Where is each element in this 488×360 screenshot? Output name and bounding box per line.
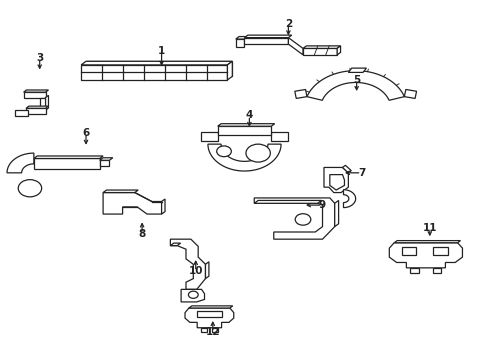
Polygon shape	[161, 199, 164, 214]
Text: 1: 1	[158, 46, 165, 56]
Polygon shape	[217, 124, 274, 126]
Polygon shape	[184, 308, 233, 328]
Polygon shape	[205, 262, 208, 279]
Polygon shape	[103, 190, 138, 193]
Polygon shape	[324, 167, 347, 193]
Text: 11: 11	[422, 224, 436, 233]
Polygon shape	[7, 153, 34, 173]
Text: 8: 8	[138, 229, 145, 239]
Polygon shape	[217, 126, 271, 135]
Bar	[197, 311, 221, 317]
Polygon shape	[227, 61, 232, 80]
Polygon shape	[343, 190, 355, 208]
Polygon shape	[100, 158, 113, 160]
Polygon shape	[23, 90, 48, 92]
Polygon shape	[303, 48, 336, 55]
Polygon shape	[336, 46, 340, 55]
Circle shape	[295, 214, 310, 225]
Polygon shape	[45, 95, 48, 110]
Polygon shape	[34, 158, 100, 169]
Polygon shape	[181, 289, 204, 302]
Polygon shape	[26, 108, 45, 114]
Text: 7: 7	[357, 168, 365, 178]
Polygon shape	[294, 90, 306, 98]
Polygon shape	[200, 132, 217, 140]
Polygon shape	[26, 106, 48, 108]
Polygon shape	[23, 92, 45, 98]
Polygon shape	[334, 201, 338, 226]
Text: 2: 2	[284, 19, 291, 29]
Polygon shape	[211, 328, 218, 332]
Circle shape	[245, 144, 270, 162]
Polygon shape	[254, 201, 321, 203]
Polygon shape	[393, 240, 460, 243]
Polygon shape	[40, 98, 45, 110]
Polygon shape	[81, 61, 232, 65]
Bar	[432, 247, 447, 255]
Polygon shape	[235, 37, 247, 39]
Text: 6: 6	[82, 129, 89, 138]
Circle shape	[216, 146, 231, 157]
Text: 3: 3	[36, 53, 43, 63]
Text: 9: 9	[318, 200, 325, 210]
Polygon shape	[303, 46, 340, 48]
Polygon shape	[170, 243, 180, 246]
Polygon shape	[170, 239, 205, 289]
Polygon shape	[271, 132, 288, 140]
Polygon shape	[81, 65, 227, 80]
Polygon shape	[207, 144, 281, 171]
Polygon shape	[188, 306, 232, 308]
Text: 5: 5	[352, 75, 360, 85]
Text: 10: 10	[188, 266, 203, 276]
Circle shape	[18, 180, 41, 197]
Text: 4: 4	[245, 111, 253, 121]
Polygon shape	[347, 68, 366, 72]
Polygon shape	[86, 61, 232, 76]
Polygon shape	[34, 156, 103, 158]
Polygon shape	[306, 71, 404, 100]
Polygon shape	[342, 165, 350, 173]
Polygon shape	[388, 243, 462, 268]
Polygon shape	[254, 198, 334, 239]
Polygon shape	[100, 160, 109, 166]
Polygon shape	[329, 175, 344, 190]
Polygon shape	[432, 268, 441, 273]
Polygon shape	[200, 328, 206, 332]
Polygon shape	[15, 110, 28, 116]
Polygon shape	[288, 38, 303, 55]
Polygon shape	[103, 193, 161, 214]
Polygon shape	[244, 35, 291, 38]
Polygon shape	[404, 90, 416, 98]
Circle shape	[188, 291, 198, 298]
Polygon shape	[235, 39, 244, 47]
Bar	[401, 247, 415, 255]
Text: 12: 12	[205, 327, 220, 337]
Polygon shape	[244, 38, 288, 44]
Polygon shape	[409, 268, 418, 273]
